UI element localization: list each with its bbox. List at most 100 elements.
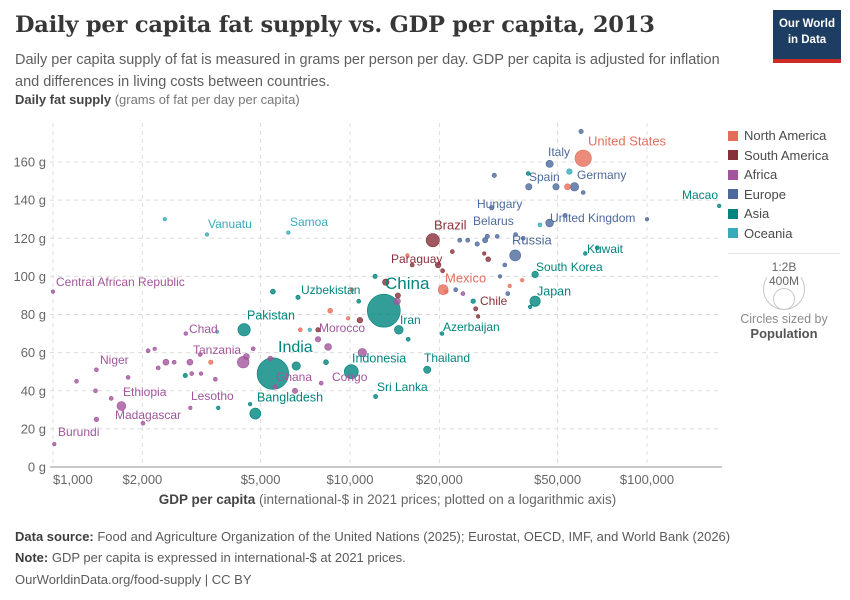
country-label[interactable]: Central African Republic — [56, 275, 185, 289]
data-point-ethiopia[interactable] — [116, 401, 127, 411]
data-point[interactable] — [356, 317, 364, 324]
data-point[interactable] — [485, 256, 491, 262]
country-label[interactable]: United Kingdom — [550, 211, 635, 225]
data-point[interactable] — [372, 273, 378, 279]
legend-item-europe[interactable]: Europe — [728, 185, 850, 205]
data-point[interactable] — [566, 168, 573, 175]
country-label[interactable]: Lesotho — [191, 389, 234, 403]
data-point[interactable] — [349, 287, 355, 293]
data-point-morocco[interactable] — [314, 336, 321, 343]
country-label[interactable]: Italy — [548, 145, 570, 159]
data-point-india[interactable] — [256, 357, 290, 390]
data-point[interactable] — [520, 236, 526, 241]
legend-item-oceania[interactable]: Oceania — [728, 224, 850, 244]
data-point[interactable] — [474, 241, 480, 247]
data-point-sri-lanka[interactable] — [373, 394, 378, 399]
country-label[interactable]: China — [385, 274, 430, 293]
data-point-italy[interactable] — [545, 159, 554, 168]
data-point-paraguay[interactable] — [409, 262, 415, 268]
data-point[interactable] — [216, 405, 221, 411]
data-point[interactable] — [315, 327, 321, 333]
data-point[interactable] — [382, 278, 390, 286]
country-label[interactable]: Pakistan — [247, 308, 295, 322]
country-label[interactable]: Chad — [189, 322, 218, 336]
data-point-belarus[interactable] — [484, 233, 490, 239]
data-point[interactable] — [248, 402, 253, 407]
country-label[interactable]: Vanuatu — [208, 217, 252, 231]
country-label[interactable]: South Korea — [536, 260, 603, 274]
data-point[interactable] — [440, 268, 445, 274]
data-point[interactable] — [552, 183, 560, 191]
data-point-burundi[interactable] — [52, 442, 57, 447]
country-label[interactable]: Hungary — [477, 197, 522, 211]
data-point-united-kingdom[interactable] — [545, 218, 554, 228]
data-point[interactable] — [323, 359, 329, 366]
country-label[interactable]: Ethiopia — [123, 385, 167, 399]
data-point[interactable] — [125, 375, 131, 380]
data-point[interactable] — [457, 237, 463, 243]
data-point-indonesia[interactable] — [343, 364, 359, 380]
data-point[interactable] — [357, 348, 367, 358]
data-point-azerbaijan[interactable] — [439, 331, 445, 336]
data-point[interactable] — [327, 308, 333, 314]
data-point-chile[interactable] — [473, 306, 479, 312]
country-label[interactable]: Spain — [529, 170, 560, 184]
data-point[interactable] — [578, 129, 584, 135]
country-label[interactable]: Chile — [480, 294, 508, 308]
data-point[interactable] — [145, 348, 151, 354]
data-point[interactable] — [513, 232, 518, 237]
data-point[interactable] — [505, 291, 511, 296]
data-point[interactable] — [291, 361, 301, 371]
data-point[interactable] — [520, 278, 525, 283]
data-point[interactable] — [580, 190, 586, 195]
data-point[interactable] — [494, 234, 500, 239]
country-label[interactable]: Iran — [400, 313, 421, 327]
country-label[interactable]: United States — [588, 134, 667, 149]
data-point[interactable] — [482, 237, 488, 244]
data-point-bangladesh[interactable] — [249, 407, 262, 420]
data-point-macao[interactable] — [717, 203, 722, 208]
country-label[interactable]: Burundi — [58, 425, 99, 439]
country-label[interactable]: Kuwait — [587, 242, 624, 256]
country-label[interactable]: Niger — [100, 353, 129, 367]
data-point[interactable] — [182, 372, 188, 378]
data-point[interactable] — [197, 352, 203, 357]
data-point-tanzania[interactable] — [243, 353, 250, 360]
data-point-united-states[interactable] — [574, 149, 592, 167]
data-point-vanuatu[interactable] — [204, 232, 210, 237]
owid-logo[interactable]: Our World in Data — [773, 10, 841, 63]
data-point[interactable] — [405, 253, 410, 258]
legend-item-asia[interactable]: Asia — [728, 204, 850, 224]
data-point[interactable] — [449, 249, 455, 254]
country-label[interactable]: Sri Lanka — [377, 380, 428, 394]
legend-item-north-america[interactable]: North America — [728, 126, 850, 146]
data-point-lesotho[interactable] — [188, 405, 193, 411]
data-point[interactable] — [470, 298, 476, 304]
data-point[interactable] — [324, 343, 332, 351]
data-point-brazil[interactable] — [425, 233, 440, 248]
data-point-uzbekistan[interactable] — [270, 288, 276, 295]
data-point[interactable] — [108, 396, 114, 401]
data-point[interactable] — [482, 251, 487, 256]
country-label[interactable]: Brazil — [434, 218, 467, 233]
data-point[interactable] — [562, 213, 568, 218]
country-label[interactable]: Madagascar — [115, 408, 181, 422]
data-point[interactable] — [564, 183, 571, 191]
data-point[interactable] — [502, 262, 508, 268]
data-point-hungary[interactable] — [489, 205, 495, 211]
country-label[interactable]: Belarus — [473, 214, 514, 228]
data-point-thailand[interactable] — [423, 365, 432, 374]
data-point-niger[interactable] — [94, 367, 99, 373]
country-label[interactable]: Germany — [577, 168, 626, 182]
data-point[interactable] — [594, 245, 600, 251]
data-point[interactable] — [171, 359, 177, 365]
data-point-ghana[interactable] — [272, 384, 278, 390]
data-point[interactable] — [162, 358, 170, 366]
data-point[interactable] — [208, 359, 214, 365]
data-point-germany[interactable] — [569, 182, 579, 192]
data-point[interactable] — [213, 376, 218, 382]
country-label[interactable]: Morocco — [319, 321, 365, 335]
country-label[interactable]: India — [278, 339, 313, 356]
data-point[interactable] — [644, 217, 650, 222]
data-point[interactable] — [267, 355, 273, 362]
